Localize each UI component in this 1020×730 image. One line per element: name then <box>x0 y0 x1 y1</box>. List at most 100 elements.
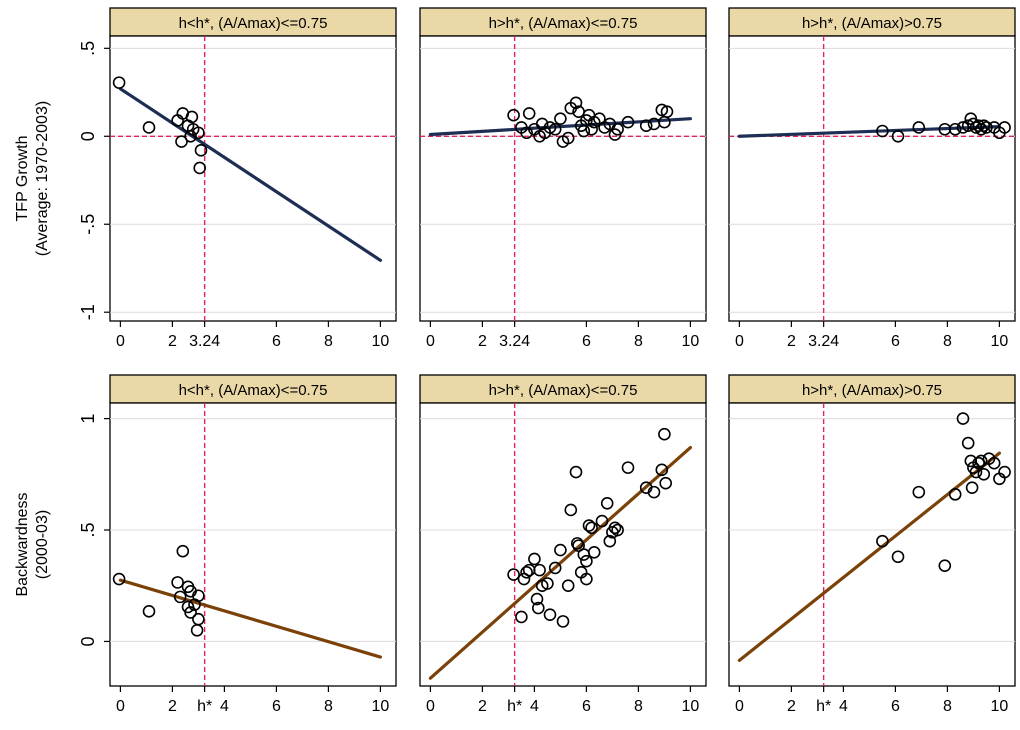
panel-0: h<h*, (A/Amax)<=0.75 0 2 3.24 6 8 10 -1 -.5 0 .5 TF… <box>14 7 397 350</box>
x-tick-label: 10 <box>682 698 700 715</box>
data-point <box>876 124 889 138</box>
data-point <box>554 112 567 125</box>
data-point <box>595 514 609 528</box>
data-point <box>194 144 208 157</box>
panel-title: h>h*, (A/Amax)>0.75 <box>802 382 942 399</box>
data-point <box>582 519 596 532</box>
data-point <box>972 119 985 133</box>
y-axis-label-sub: (Average: 1970-2003) <box>34 101 51 256</box>
x-tick-label: 2 <box>478 333 487 350</box>
data-point <box>543 608 557 621</box>
data-point <box>530 592 544 606</box>
panel-4: h>h*, (A/Amax)<=0.75 0 2 h* 4 6 8 10 <box>419 374 707 715</box>
panel-title: h<h*, (A/Amax)<=0.75 <box>179 15 328 32</box>
data-point <box>535 117 549 131</box>
data-point <box>965 481 979 494</box>
x-tick-label: 6 <box>582 333 591 350</box>
x-tick-label: 0 <box>426 698 435 715</box>
fit-line <box>428 445 693 680</box>
panel-1: h>h*, (A/Amax)<=0.75 0 2 3.24 6 8 10 <box>419 7 707 350</box>
data-point <box>193 161 206 175</box>
data-point <box>912 121 926 134</box>
plot-area <box>728 402 1016 687</box>
data-point <box>522 107 536 120</box>
data-point <box>980 121 993 134</box>
plot-area <box>419 35 707 322</box>
x-tick-label: 2 <box>787 333 796 350</box>
data-point <box>554 543 567 557</box>
data-point <box>600 496 614 510</box>
x-tick-label: h* <box>816 698 831 715</box>
data-point <box>876 534 889 548</box>
x-tick-label: 6 <box>582 698 591 715</box>
data-point <box>507 108 520 122</box>
data-point <box>611 523 624 537</box>
x-tick-label: 2 <box>787 698 796 715</box>
x-tick-label: 4 <box>530 698 539 715</box>
panel-5: h>h*, (A/Amax)>0.75 0 2 h* 4 6 8 10 <box>728 374 1016 715</box>
data-point <box>621 461 635 474</box>
x-tick-label: 3.24 <box>499 333 530 350</box>
y-axis-label: Backwardness <box>14 492 31 596</box>
x-tick-label: 6 <box>891 333 900 350</box>
data-point <box>639 119 653 133</box>
data-point <box>655 463 669 477</box>
x-tick-label: 0 <box>735 333 744 350</box>
panel-strip <box>728 374 1016 404</box>
data-point <box>176 544 190 558</box>
data-point <box>977 468 991 481</box>
x-tick-label: 2 <box>168 333 177 350</box>
data-point <box>543 121 557 134</box>
data-point <box>175 135 188 148</box>
fit-line <box>118 578 382 659</box>
data-point <box>969 465 983 479</box>
x-tick-label: 10 <box>991 698 1009 715</box>
x-tick-label: 10 <box>372 333 390 350</box>
x-tick-label: 4 <box>839 698 848 715</box>
x-tick-label: 8 <box>634 698 643 715</box>
data-point <box>171 576 184 589</box>
x-tick-label: 8 <box>943 333 952 350</box>
data-point <box>184 606 197 619</box>
x-tick-label: 3.24 <box>189 333 220 350</box>
data-point <box>569 465 583 479</box>
data-point <box>173 590 187 604</box>
y-tick-label: .5 <box>78 41 98 56</box>
x-tick-label: 10 <box>682 333 700 350</box>
data-point <box>520 126 533 140</box>
x-tick-label: 3.24 <box>808 333 839 350</box>
x-tick-label: 8 <box>324 333 333 350</box>
x-tick-label: 2 <box>478 698 487 715</box>
plot-area <box>109 402 397 687</box>
data-point <box>938 559 952 572</box>
panel-2: h>h*, (A/Amax)>0.75 0 2 3.24 6 8 10 <box>728 7 1016 350</box>
data-point <box>891 550 905 564</box>
x-tick-label: 2 <box>168 698 177 715</box>
fit-line <box>737 451 1002 662</box>
data-point <box>987 456 1001 470</box>
data-point <box>142 605 156 618</box>
data-point <box>585 521 598 535</box>
data-point <box>541 577 554 590</box>
data-point <box>621 115 635 129</box>
data-point <box>659 476 673 490</box>
data-point <box>974 454 988 468</box>
x-tick-label: 8 <box>324 698 333 715</box>
y-tick-label: 1 <box>78 414 98 424</box>
data-point <box>190 623 204 637</box>
panel-title: h>h*, (A/Amax)<=0.75 <box>489 382 638 399</box>
x-tick-label: h* <box>507 698 522 715</box>
data-point <box>587 545 601 559</box>
data-point <box>564 503 578 517</box>
data-point <box>580 554 593 568</box>
data-point <box>585 122 598 136</box>
data-point <box>531 601 545 615</box>
data-point <box>112 76 126 89</box>
x-tick-label: 6 <box>272 333 281 350</box>
y-tick-label: -.5 <box>78 214 98 235</box>
panel-3: h<h*, (A/Amax)<=0.75 0 2 h* 4 6 8 10 0 .5 1 Backwar… <box>14 374 397 715</box>
y-tick-label: 0 <box>78 131 98 141</box>
data-point <box>658 427 671 441</box>
y-tick-label: .5 <box>78 523 98 538</box>
plot-area <box>728 35 1016 322</box>
